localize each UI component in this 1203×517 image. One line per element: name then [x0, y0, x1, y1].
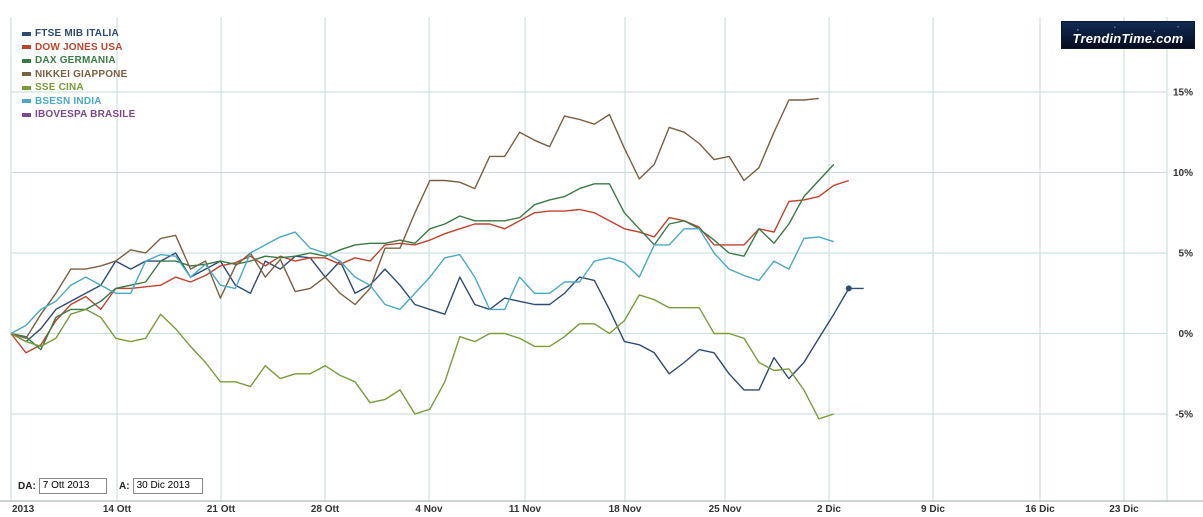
legend-item-bsesn[interactable]: BSESN INDIA — [22, 95, 135, 109]
legend: FTSE MIB ITALIA DOW JONES USA DAX GERMAN… — [22, 27, 135, 122]
y-tick-label-4: -5% — [1175, 410, 1193, 421]
legend-swatch — [22, 58, 31, 63]
series-lines — [10, 97, 864, 420]
logo-background — [1062, 22, 1194, 48]
legend-label: BSESN INDIA — [35, 95, 102, 107]
x-tick-label-2: 21 Ott — [207, 504, 236, 515]
legend-item-ibovespa[interactable]: IBOVESPA BRASILE — [22, 108, 135, 122]
legend-label: FTSE MIB ITALIA — [35, 28, 119, 40]
x-axis-ticks: 2013 14 Ott 21 Ott 28 Ott 4 Nov 11 Nov 18 Nov 2… — [12, 504, 1139, 515]
y-tick-label-3: 0% — [1179, 329, 1194, 340]
x-tick-label-4: 4 Nov — [415, 504, 443, 515]
legend-item-sse[interactable]: SSE CINA — [22, 81, 135, 95]
date-to-label: A: — [119, 480, 130, 492]
series-line-1 — [10, 179, 850, 354]
x-tick-label-6: 18 Nov — [609, 504, 642, 515]
legend-swatch — [22, 85, 31, 90]
y-axis-ticks: 15% 10% 5% 0% -5% — [1173, 88, 1193, 421]
legend-label: DOW JONES USA — [35, 41, 123, 53]
series-line-0 — [10, 252, 864, 391]
legend-item-nikkei[interactable]: NIKKEI GIAPPONE — [22, 68, 135, 82]
legend-swatch — [22, 45, 31, 50]
x-tick-label-3: 28 Ott — [311, 504, 340, 515]
y-tick-label-0: 15% — [1173, 88, 1193, 99]
date-from: DA: 7 Ott 2013 — [18, 478, 107, 494]
date-from-label: DA: — [18, 480, 36, 492]
series-end-marker — [845, 285, 852, 292]
logo: TrendinTime.com — [1061, 21, 1195, 49]
series-line-4 — [10, 294, 835, 420]
legend-swatch — [22, 31, 31, 36]
legend-item-dax[interactable]: DAX GERMANIA — [22, 54, 135, 68]
x-tick-label-1: 14 Ott — [103, 504, 132, 515]
series-line-3 — [10, 97, 819, 339]
legend-label: DAX GERMANIA — [35, 55, 116, 67]
x-tick-label-0: 2013 — [12, 504, 35, 515]
legend-swatch — [22, 112, 31, 117]
legend-item-ftse[interactable]: FTSE MIB ITALIA — [22, 27, 135, 41]
series-line-5 — [10, 228, 835, 335]
y-tick-label-2: 5% — [1179, 249, 1194, 260]
date-from-input[interactable]: 7 Ott 2013 — [38, 478, 107, 494]
grid — [0, 17, 1203, 502]
date-to: A: 30 Dic 2013 — [119, 478, 203, 494]
x-tick-label-7: 25 Nov — [709, 504, 742, 515]
legend-label: NIKKEI GIAPPONE — [35, 68, 128, 80]
x-tick-label-5: 11 Nov — [509, 504, 542, 515]
y-tick-label-1: 10% — [1173, 168, 1193, 179]
date-to-input[interactable]: 30 Dic 2013 — [132, 478, 203, 494]
legend-item-dow[interactable]: DOW JONES USA — [22, 41, 135, 55]
x-tick-label-11: 23 Dic — [1109, 504, 1139, 515]
legend-label: SSE CINA — [35, 82, 84, 94]
x-tick-label-9: 9 Dic — [921, 504, 945, 515]
legend-swatch — [22, 99, 31, 104]
x-tick-label-10: 16 Dic — [1025, 504, 1055, 515]
legend-label: IBOVESPA BRASILE — [35, 109, 136, 121]
logo-text: TrendinTime.com — [1072, 31, 1184, 46]
x-tick-label-8: 2 Dic — [817, 504, 841, 515]
legend-swatch — [22, 72, 31, 77]
series-line-2 — [10, 163, 835, 351]
